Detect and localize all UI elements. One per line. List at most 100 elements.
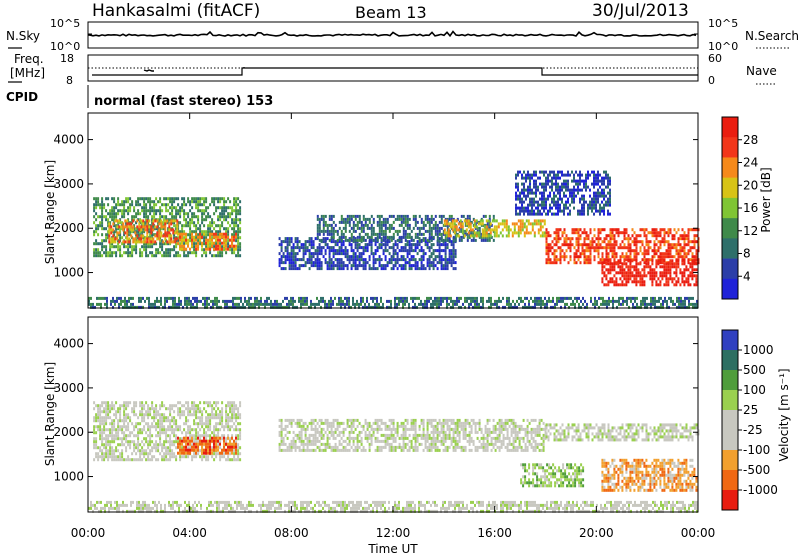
scatter-cell bbox=[625, 271, 628, 275]
scatter-cell bbox=[120, 302, 122, 306]
scatter-cell bbox=[583, 206, 585, 210]
scatter-cell bbox=[649, 274, 652, 278]
scatter-cell bbox=[256, 299, 258, 303]
scatter-cell bbox=[372, 252, 375, 256]
scatter-cell bbox=[406, 255, 409, 259]
scatter-cell bbox=[603, 182, 605, 186]
scatter-cell bbox=[481, 234, 484, 238]
scatter-cell bbox=[276, 302, 278, 306]
scatter-cell bbox=[520, 296, 522, 300]
scatter-cell bbox=[655, 237, 658, 241]
scatter-cell bbox=[356, 235, 359, 239]
scatter-cell bbox=[607, 283, 610, 287]
scatter-cell bbox=[201, 241, 203, 245]
scatter-cell bbox=[613, 255, 616, 259]
scatter-cell bbox=[237, 245, 240, 249]
scatter-cell bbox=[260, 299, 262, 303]
scatter-cell bbox=[153, 215, 156, 219]
scatter-cell bbox=[121, 437, 124, 441]
scatter-cell bbox=[117, 449, 120, 453]
scatter-cell bbox=[95, 419, 98, 423]
scatter-cell bbox=[585, 173, 587, 177]
scatter-cell bbox=[153, 212, 156, 216]
scatter-cell bbox=[581, 173, 583, 177]
scatter-cell bbox=[635, 234, 638, 238]
scatter-cell bbox=[234, 296, 236, 300]
scatter-cell bbox=[368, 305, 370, 309]
scatter-cell bbox=[479, 222, 482, 226]
scatter-cell bbox=[258, 305, 260, 309]
scatter-cell bbox=[181, 203, 184, 207]
scatter-cell bbox=[605, 237, 608, 241]
scatter-cell bbox=[529, 179, 531, 183]
scatter-cell bbox=[139, 443, 142, 447]
scatter-cell bbox=[547, 209, 549, 213]
scatter-cell bbox=[591, 203, 593, 207]
scatter-cell bbox=[125, 419, 128, 423]
scatter-cell bbox=[358, 235, 361, 239]
scatter-cell bbox=[608, 296, 610, 300]
scatter-cell bbox=[250, 296, 252, 300]
scatter-cell bbox=[482, 214, 485, 218]
scatter-cell bbox=[137, 422, 140, 426]
scatter-cell bbox=[609, 249, 612, 253]
scatter-cell bbox=[517, 170, 519, 174]
scatter-cell bbox=[95, 431, 98, 435]
scatter-cell bbox=[116, 237, 119, 241]
scatter-cell bbox=[286, 302, 288, 306]
scatter-cell bbox=[426, 220, 429, 224]
scatter-cell bbox=[579, 179, 581, 183]
scatter-cell bbox=[102, 296, 104, 300]
scatter-cell bbox=[543, 231, 546, 235]
scatter-cell bbox=[543, 234, 546, 238]
scatter-cell bbox=[172, 219, 175, 223]
scatter-cell bbox=[344, 226, 347, 230]
scatter-cell bbox=[164, 225, 167, 229]
scatter-cell bbox=[394, 264, 397, 268]
scatter-cell bbox=[390, 255, 393, 259]
scatter-cell bbox=[326, 237, 329, 241]
scatter-cell bbox=[156, 234, 159, 238]
scatter-cell bbox=[549, 209, 551, 213]
scatter-cell bbox=[205, 200, 208, 204]
scatter-cell bbox=[364, 264, 367, 268]
scatter-cell bbox=[130, 302, 132, 306]
scatter-cell bbox=[577, 243, 580, 247]
scatter-cell bbox=[221, 251, 224, 255]
scatter-cell bbox=[622, 296, 624, 300]
scatter-cell bbox=[192, 296, 194, 300]
scatter-cell bbox=[108, 228, 111, 232]
scatter-cell bbox=[358, 261, 361, 265]
scatter-cell bbox=[573, 176, 575, 180]
scatter-cell bbox=[318, 229, 321, 233]
scatter-cell bbox=[396, 302, 398, 306]
scatter-cell bbox=[358, 258, 361, 262]
scatter-cell bbox=[235, 197, 238, 201]
scatter-cell bbox=[481, 228, 484, 232]
scatter-cell bbox=[292, 264, 295, 268]
scatter-cell bbox=[583, 249, 586, 253]
scatter-cell bbox=[687, 252, 690, 256]
scatter-cell bbox=[197, 215, 200, 219]
scatter-cell bbox=[219, 238, 221, 242]
scatter-cell bbox=[406, 235, 409, 239]
scatter-cell bbox=[575, 240, 578, 244]
scatter-cell bbox=[223, 218, 226, 222]
scatter-cell bbox=[298, 246, 301, 250]
scatter-cell bbox=[133, 248, 136, 252]
scatter-cell bbox=[332, 229, 335, 233]
scatter-cell bbox=[219, 212, 222, 216]
scatter-cell bbox=[101, 401, 104, 405]
scatter-cell bbox=[258, 302, 260, 306]
scatter-cell bbox=[356, 238, 359, 242]
scatter-cell bbox=[366, 232, 369, 236]
scatter-cell bbox=[340, 252, 343, 256]
scatter-cell bbox=[324, 249, 327, 253]
noise-search-label: N.Search bbox=[745, 29, 799, 43]
scatter-cell bbox=[447, 234, 450, 238]
scatter-cell bbox=[121, 458, 124, 462]
scatter-cell bbox=[324, 214, 327, 218]
scatter-cell bbox=[545, 188, 547, 192]
scatter-cell bbox=[348, 223, 351, 227]
